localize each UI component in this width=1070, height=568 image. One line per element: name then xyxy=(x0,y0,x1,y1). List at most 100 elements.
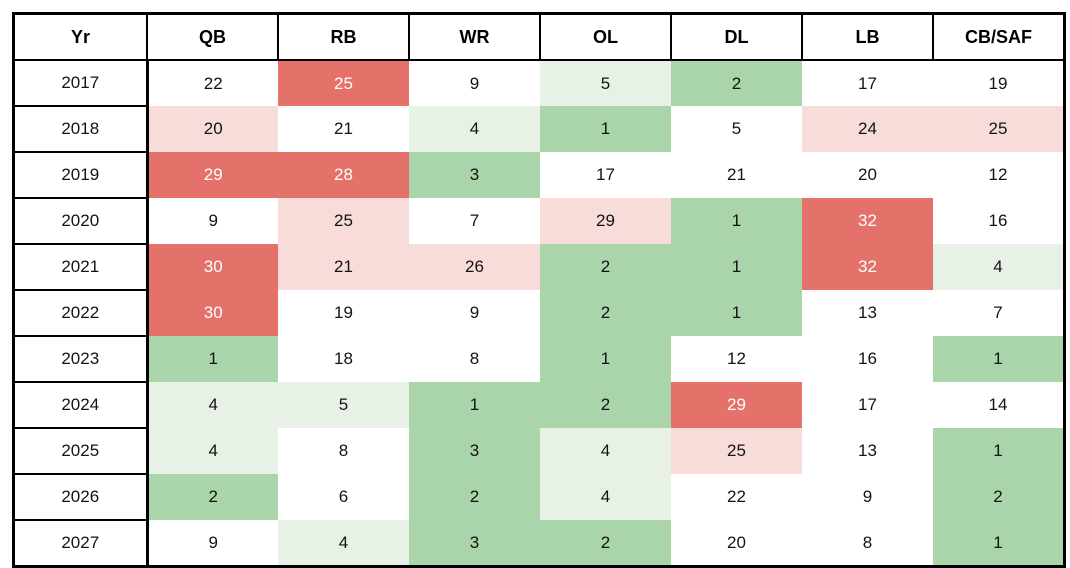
value-cell-qb-2023: 1 xyxy=(147,336,278,382)
value-cell-qb-2026: 2 xyxy=(147,474,278,520)
table-body: 2017 22 25 9 5 2 17 19 2018 20 21 4 1 5 24 25 2019 29 28 3 1… xyxy=(13,60,1065,567)
year-cell-2025: 2025 xyxy=(13,428,149,475)
value-cell-lb-2026: 9 xyxy=(802,474,933,520)
value-cell-lb-2018: 24 xyxy=(802,106,933,152)
value-cell-dl-2022: 1 xyxy=(671,290,802,336)
column-header-yr: Yr xyxy=(13,13,148,61)
value-cell-cb-saf-2020: 16 xyxy=(933,198,1065,244)
value-cell-wr-2026: 2 xyxy=(409,474,540,520)
table-row-2018: 2018 20 21 4 1 5 24 25 xyxy=(13,106,1065,153)
value-cell-lb-2020: 32 xyxy=(802,198,933,244)
value-cell-lb-2019: 20 xyxy=(802,152,933,198)
year-cell-2020: 2020 xyxy=(13,198,149,245)
column-header-ol: OL xyxy=(540,13,672,61)
value-cell-wr-2018: 4 xyxy=(409,106,540,152)
table-row-2020: 2020 9 25 7 29 1 32 16 xyxy=(13,198,1065,245)
value-cell-rb-2019: 28 xyxy=(278,152,409,198)
value-cell-ol-2018: 1 xyxy=(540,106,671,152)
value-cell-rb-2020: 25 xyxy=(278,198,409,244)
value-cell-ol-2024: 2 xyxy=(540,382,671,428)
value-cell-cb-saf-2018: 25 xyxy=(933,106,1065,152)
value-cell-ol-2023: 1 xyxy=(540,336,671,382)
value-cell-dl-2024: 29 xyxy=(671,382,802,428)
value-cell-rb-2018: 21 xyxy=(278,106,409,152)
table-header: Yr QB RB WR OL DL LB CB/SAF xyxy=(13,13,1065,61)
value-cell-lb-2027: 8 xyxy=(802,520,933,567)
value-cell-dl-2021: 1 xyxy=(671,244,802,290)
value-cell-cb-saf-2017: 19 xyxy=(933,60,1065,106)
value-cell-dl-2019: 21 xyxy=(671,152,802,198)
value-cell-rb-2027: 4 xyxy=(278,520,409,567)
value-cell-lb-2017: 17 xyxy=(802,60,933,106)
value-cell-ol-2021: 2 xyxy=(540,244,671,290)
value-cell-dl-2023: 12 xyxy=(671,336,802,382)
value-cell-rb-2017: 25 xyxy=(278,60,409,106)
table-row-2025: 2025 4 8 3 4 25 13 1 xyxy=(13,428,1065,475)
value-cell-lb-2023: 16 xyxy=(802,336,933,382)
value-cell-dl-2026: 22 xyxy=(671,474,802,520)
value-cell-ol-2026: 4 xyxy=(540,474,671,520)
table-row-2019: 2019 29 28 3 17 21 20 12 xyxy=(13,152,1065,199)
value-cell-cb-saf-2026: 2 xyxy=(933,474,1065,520)
value-cell-ol-2019: 17 xyxy=(540,152,671,198)
column-header-rb: RB xyxy=(278,13,410,61)
value-cell-qb-2027: 9 xyxy=(147,520,278,567)
value-cell-wr-2019: 3 xyxy=(409,152,540,198)
value-cell-cb-saf-2021: 4 xyxy=(933,244,1065,290)
year-cell-2022: 2022 xyxy=(13,290,149,337)
table-row-2027: 2027 9 4 3 2 20 8 1 xyxy=(13,520,1065,567)
column-header-cb-saf: CB/SAF xyxy=(933,13,1065,61)
table-row-2024: 2024 4 5 1 2 29 17 14 xyxy=(13,382,1065,429)
value-cell-dl-2027: 20 xyxy=(671,520,802,567)
value-cell-qb-2024: 4 xyxy=(147,382,278,428)
value-cell-wr-2022: 9 xyxy=(409,290,540,336)
value-cell-cb-saf-2024: 14 xyxy=(933,382,1065,428)
year-cell-2021: 2021 xyxy=(13,244,149,291)
value-cell-dl-2020: 1 xyxy=(671,198,802,244)
header-row: Yr QB RB WR OL DL LB CB/SAF xyxy=(13,13,1065,61)
column-header-wr: WR xyxy=(409,13,541,61)
value-cell-dl-2025: 25 xyxy=(671,428,802,474)
value-cell-cb-saf-2022: 7 xyxy=(933,290,1065,336)
value-cell-wr-2027: 3 xyxy=(409,520,540,567)
table-row-2026: 2026 2 6 2 4 22 9 2 xyxy=(13,474,1065,521)
value-cell-ol-2022: 2 xyxy=(540,290,671,336)
value-cell-wr-2025: 3 xyxy=(409,428,540,474)
value-cell-dl-2018: 5 xyxy=(671,106,802,152)
value-cell-qb-2018: 20 xyxy=(147,106,278,152)
value-cell-lb-2025: 13 xyxy=(802,428,933,474)
value-cell-wr-2020: 7 xyxy=(409,198,540,244)
value-cell-ol-2020: 29 xyxy=(540,198,671,244)
value-cell-lb-2024: 17 xyxy=(802,382,933,428)
year-cell-2027: 2027 xyxy=(13,520,149,567)
value-cell-cb-saf-2019: 12 xyxy=(933,152,1065,198)
value-cell-cb-saf-2027: 1 xyxy=(933,520,1065,567)
year-cell-2017: 2017 xyxy=(13,60,149,107)
value-cell-wr-2021: 26 xyxy=(409,244,540,290)
value-cell-wr-2023: 8 xyxy=(409,336,540,382)
value-cell-rb-2025: 8 xyxy=(278,428,409,474)
table-row-2021: 2021 30 21 26 2 1 32 4 xyxy=(13,244,1065,291)
year-cell-2024: 2024 xyxy=(13,382,149,429)
value-cell-rb-2026: 6 xyxy=(278,474,409,520)
value-cell-ol-2017: 5 xyxy=(540,60,671,106)
column-header-dl: DL xyxy=(671,13,803,61)
year-cell-2019: 2019 xyxy=(13,152,149,199)
value-cell-rb-2022: 19 xyxy=(278,290,409,336)
value-cell-qb-2020: 9 xyxy=(147,198,278,244)
value-cell-ol-2027: 2 xyxy=(540,520,671,567)
column-header-qb: QB xyxy=(147,13,279,61)
year-cell-2018: 2018 xyxy=(13,106,149,153)
value-cell-ol-2025: 4 xyxy=(540,428,671,474)
value-cell-wr-2017: 9 xyxy=(409,60,540,106)
value-cell-qb-2019: 29 xyxy=(147,152,278,198)
table-row-2023: 2023 1 18 8 1 12 16 1 xyxy=(13,336,1065,383)
table-row-2022: 2022 30 19 9 2 1 13 7 xyxy=(13,290,1065,337)
value-cell-qb-2025: 4 xyxy=(147,428,278,474)
value-cell-qb-2021: 30 xyxy=(147,244,278,290)
value-cell-qb-2022: 30 xyxy=(147,290,278,336)
year-cell-2026: 2026 xyxy=(13,474,149,521)
value-cell-lb-2022: 13 xyxy=(802,290,933,336)
value-cell-rb-2024: 5 xyxy=(278,382,409,428)
